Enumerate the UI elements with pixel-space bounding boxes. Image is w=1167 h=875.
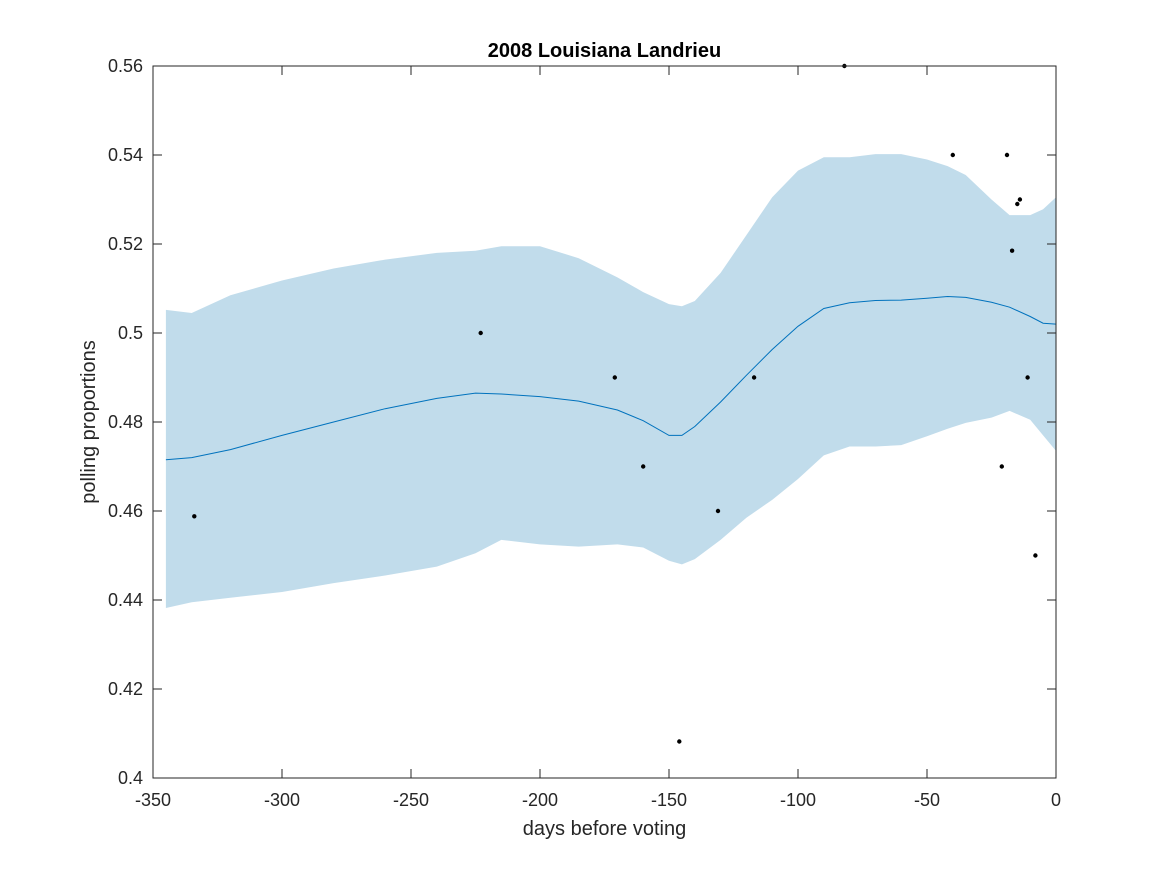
y-tick-label: 0.4 [118,768,143,788]
confidence-band-layer [165,154,1056,608]
y-axis-label: polling proportions [78,340,100,503]
y-tick-label: 0.42 [108,679,143,699]
y-ticks-layer: 0.4 0.42 0.44 0.46 0.48 0.5 0.52 0.54 0.56 [108,56,1056,788]
x-tick-label: 0 [1051,790,1061,810]
x-tick-label: -200 [522,790,558,810]
x-tick-label: -50 [914,790,940,810]
poll-point [715,508,721,514]
y-tick-label: 0.46 [108,501,143,521]
poll-point [751,375,757,380]
poll-point [641,464,646,469]
y-tick-label: 0.52 [108,234,143,254]
y-tick-label: 0.44 [108,590,143,610]
y-tick-label: 0.5 [118,323,143,343]
poll-point [1025,375,1030,380]
poll-point [192,514,197,519]
poll-point [999,464,1004,469]
x-tick-label: -150 [651,790,687,810]
poll-point [478,330,483,336]
y-tick-label: 0.48 [108,412,143,432]
y-tick-label: 0.56 [108,56,143,76]
x-axis-label: days before voting [523,818,686,840]
poll-point [612,375,617,380]
x-tick-label: -100 [780,790,816,810]
chart-title: 2008 Louisiana Landrieu [488,40,721,62]
y-tick-label: 0.54 [108,145,143,165]
poll-points-layer [192,63,1038,744]
poll-point [1004,152,1010,158]
poll-point [950,152,955,158]
x-ticks-layer: -350 -300 -250 -200 -150 -100 -50 0 [135,66,1061,810]
poll-point [677,739,682,744]
x-tick-label: -350 [135,790,171,810]
mean-line [165,295,1057,461]
x-tick-label: -250 [393,790,429,810]
x-tick-label: -300 [264,790,300,810]
mean-line-layer [165,295,1057,461]
poll-point [1033,553,1038,558]
poll-point [1015,201,1020,207]
poll-point [1009,248,1015,253]
confidence-band [165,154,1056,608]
poll-point [1017,197,1023,202]
